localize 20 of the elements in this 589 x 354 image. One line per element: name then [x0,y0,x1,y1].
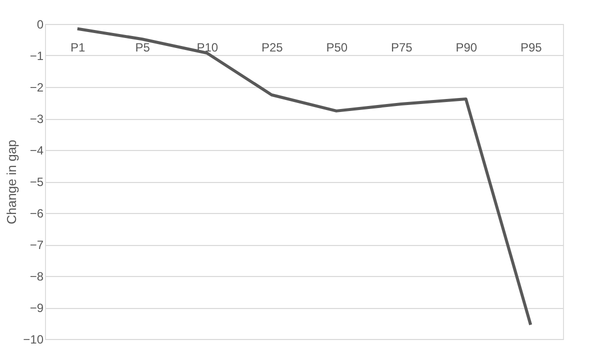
y-tick-label: −3 [30,112,44,126]
y-axis-title: Change in gap [4,140,20,224]
x-tick-label: P10 [196,40,218,54]
x-tick-label: P75 [390,40,413,54]
x-tick-label: P90 [456,40,478,54]
y-tick-label: −1 [30,49,44,63]
x-tick-label: P5 [135,40,150,54]
y-tick-label: −10 [23,332,44,346]
y-tick-label: −8 [30,270,44,284]
x-tick-label: P25 [261,40,284,54]
y-tick-label: −7 [30,238,44,252]
y-tick-label: −9 [30,301,44,315]
x-tick-label: P50 [326,40,348,54]
x-tick-label: P95 [520,40,542,54]
y-tick-label: −6 [30,206,44,220]
y-tick-label: −5 [30,175,44,189]
y-tick-label: 0 [36,18,44,32]
x-tick-label: P1 [70,40,86,54]
y-tick-label: −2 [30,80,44,94]
y-tick-label: −4 [30,144,44,158]
